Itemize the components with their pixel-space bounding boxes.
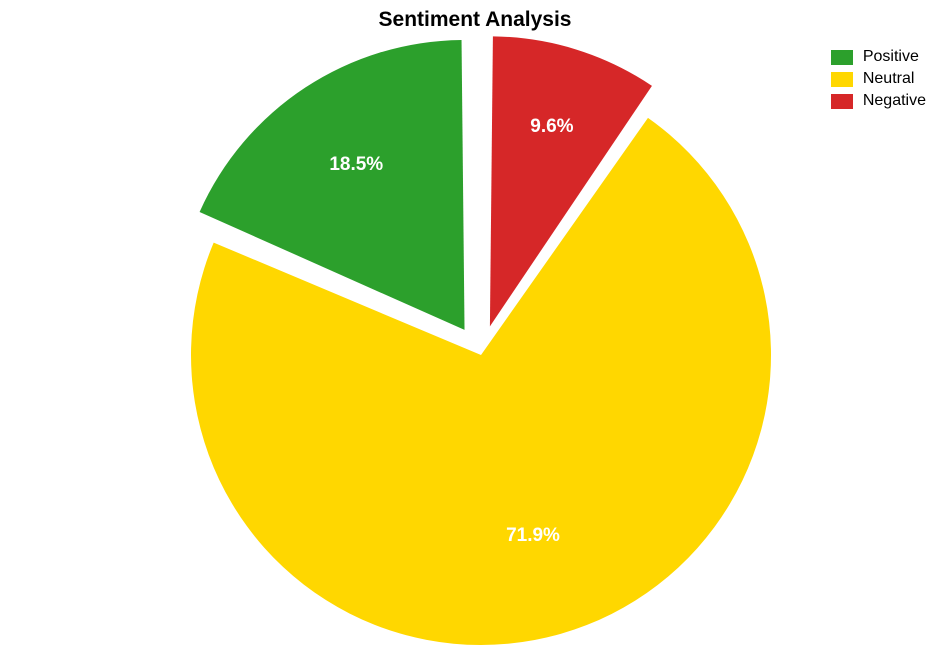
- legend-item-neutral: Neutral: [831, 70, 926, 88]
- legend-swatch-neutral: [831, 72, 853, 87]
- legend-label-positive: Positive: [863, 48, 919, 66]
- legend: Positive Neutral Negative: [831, 48, 926, 114]
- pie-label-negative: 9.6%: [530, 116, 573, 137]
- chart-container: { "chart": { "type": "pie", "title": "Se…: [0, 0, 950, 662]
- pie-chart: 18.5% 71.9% 9.6%: [0, 0, 950, 662]
- legend-label-negative: Negative: [863, 92, 926, 110]
- legend-item-negative: Negative: [831, 92, 926, 110]
- legend-label-neutral: Neutral: [863, 70, 915, 88]
- legend-swatch-positive: [831, 50, 853, 65]
- pie-label-positive: 18.5%: [329, 154, 383, 175]
- legend-swatch-negative: [831, 94, 853, 109]
- legend-item-positive: Positive: [831, 48, 926, 66]
- pie-label-neutral: 71.9%: [506, 525, 560, 546]
